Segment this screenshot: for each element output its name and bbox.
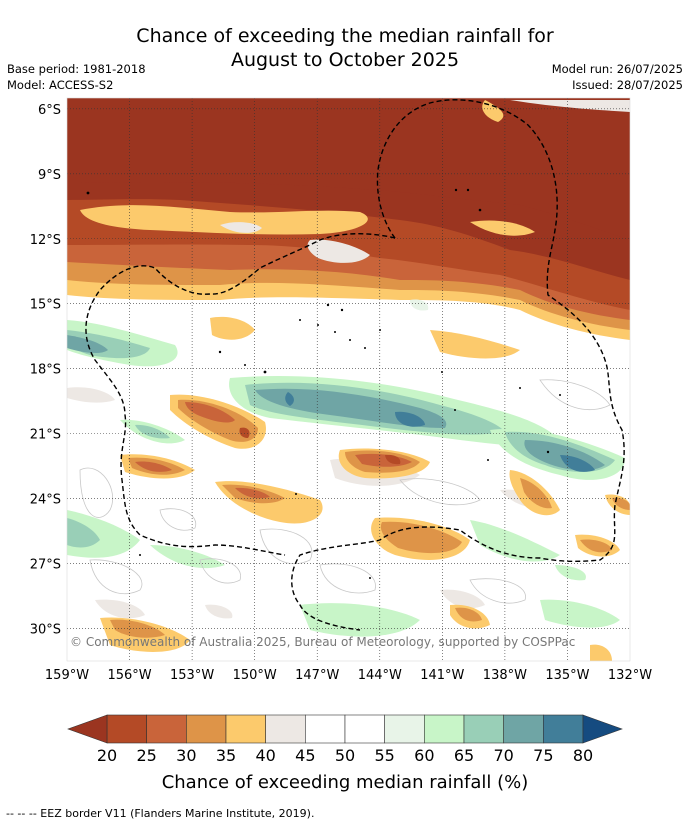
colorbar-segment xyxy=(225,714,266,744)
base-period-label: Base period: 1981-2018 xyxy=(7,62,146,76)
colorbar-segment xyxy=(543,714,584,744)
latitude-label: 6°S xyxy=(38,103,61,118)
model-run-label: Model run: 26/07/2025 xyxy=(551,62,683,76)
colorbar-tick-label: 50 xyxy=(335,746,355,765)
colorbar xyxy=(67,714,623,744)
latitude-label: 21°S xyxy=(30,428,61,443)
longitude-label: 144°W xyxy=(358,668,402,683)
graticule xyxy=(67,98,630,661)
longitude-label: 147°W xyxy=(295,668,339,683)
latitude-label: 27°S xyxy=(30,558,61,573)
colorbar-tick-label: 60 xyxy=(414,746,434,765)
issued-label: Issued: 28/07/2025 xyxy=(572,78,683,92)
colorbar-tick-label: 55 xyxy=(374,746,394,765)
colorbar-segment xyxy=(463,714,504,744)
longitude-label: 159°W xyxy=(45,668,89,683)
colorbar-tick-label: 40 xyxy=(255,746,275,765)
colorbar-segment xyxy=(265,714,306,744)
latitude-label: 9°S xyxy=(38,168,61,183)
colorbar-tick-label: 65 xyxy=(454,746,474,765)
latitude-label: 30°S xyxy=(30,623,61,638)
longitude-label: 135°W xyxy=(545,668,589,683)
colorbar-segment xyxy=(503,714,544,744)
colorbar-tick-label: 70 xyxy=(493,746,513,765)
colorbar-tick-label: 75 xyxy=(533,746,553,765)
model-label: Model: ACCESS-S2 xyxy=(7,78,114,92)
eez-footnote: -- -- -- EEZ border V11 (Flanders Marine… xyxy=(6,807,315,820)
colorbar-segment xyxy=(344,714,385,744)
colorbar-segment xyxy=(186,714,227,744)
longitude-labels: 159°W 156°W 153°W 150°W 147°W 144°W 141°W 138°W… xyxy=(45,668,652,683)
colorbar-tick-label: 25 xyxy=(136,746,156,765)
longitude-label: 138°W xyxy=(483,668,527,683)
map-title-line2: August to October 2025 xyxy=(230,49,460,71)
latitude-label: 24°S xyxy=(30,493,61,508)
latitude-label: 12°S xyxy=(30,233,61,248)
colorbar-high-extension xyxy=(582,714,623,744)
colorbar-segment xyxy=(106,714,147,744)
colorbar-low-extension xyxy=(67,714,108,744)
map-title-line1: Chance of exceeding the median rainfall … xyxy=(136,25,554,47)
longitude-label: 153°W xyxy=(170,668,214,683)
longitude-label: 141°W xyxy=(420,668,464,683)
copyright-text: © Commonwealth of Australia 2025, Bureau… xyxy=(70,635,575,649)
colorbar-segment xyxy=(305,714,346,744)
colorbar-tick-label: 20 xyxy=(97,746,117,765)
map-frame xyxy=(66,97,631,662)
colorbar-tick-label: 80 xyxy=(573,746,593,765)
latitude-label: 15°S xyxy=(30,298,61,313)
colorbar-tick-labels: 20 25 30 35 40 45 50 55 60 65 70 75 80 xyxy=(97,746,593,765)
colorbar-tick-label: 45 xyxy=(295,746,315,765)
longitude-label: 132°W xyxy=(608,668,652,683)
colorbar-tick-label: 35 xyxy=(216,746,236,765)
colorbar-label: Chance of exceeding median rainfall (%) xyxy=(162,772,529,793)
colorbar-segment xyxy=(384,714,425,744)
map-fill xyxy=(67,98,630,661)
colorbar-segment xyxy=(424,714,465,744)
longitude-label: 150°W xyxy=(233,668,277,683)
latitude-labels: 6°S 9°S 12°S 15°S 18°S 21°S 24°S 27°S 30°S xyxy=(30,103,61,638)
longitude-label: 156°W xyxy=(107,668,151,683)
eez-borders xyxy=(85,99,625,631)
latitude-label: 18°S xyxy=(30,363,61,378)
colorbar-segment xyxy=(146,714,187,744)
colorbar-tick-label: 30 xyxy=(176,746,196,765)
